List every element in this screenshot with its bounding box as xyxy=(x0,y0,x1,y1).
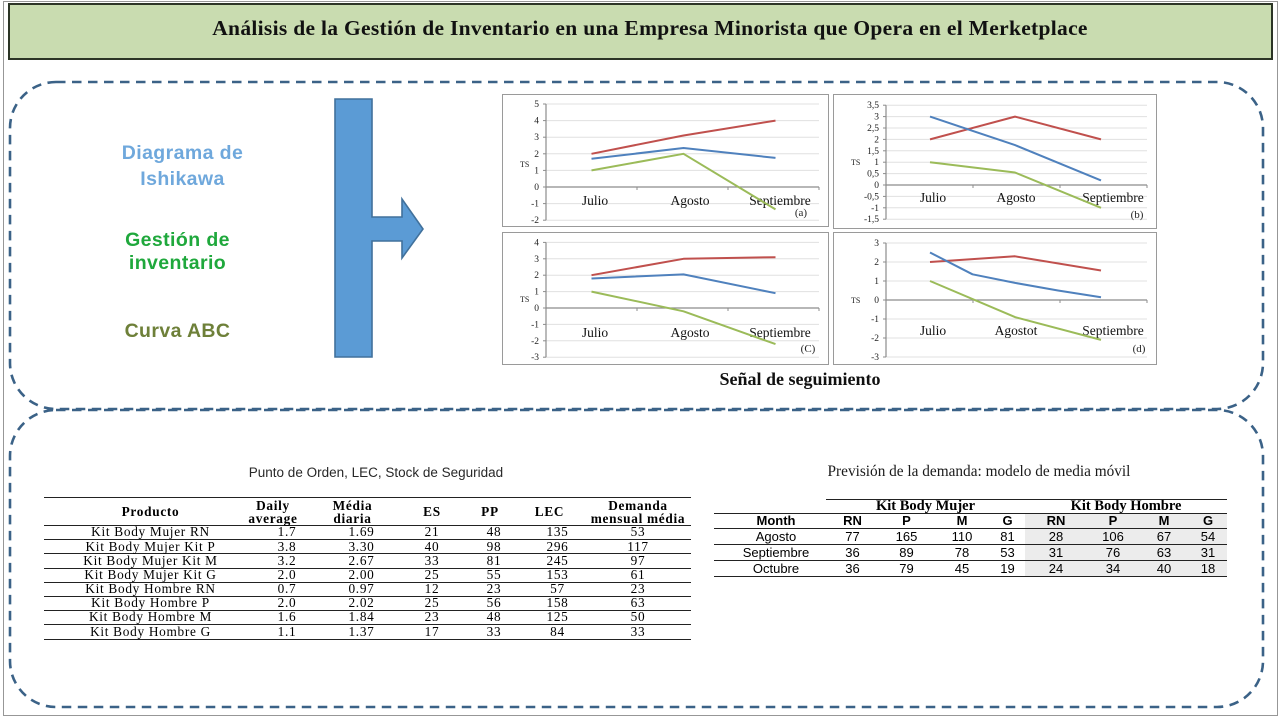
svg-text:2: 2 xyxy=(534,271,539,281)
svg-text:-0,5: -0,5 xyxy=(864,192,879,202)
svg-text:Septiembre: Septiembre xyxy=(749,193,810,208)
svg-text:0,5: 0,5 xyxy=(867,170,879,180)
svg-text:1,5: 1,5 xyxy=(867,147,879,157)
svg-text:5: 5 xyxy=(534,100,539,110)
svg-text:-1: -1 xyxy=(871,204,879,214)
svg-text:0: 0 xyxy=(534,304,539,314)
svg-text:3: 3 xyxy=(874,113,879,123)
svg-text:1: 1 xyxy=(534,288,539,298)
svg-text:4: 4 xyxy=(534,117,539,127)
svg-text:Agosto: Agosto xyxy=(996,190,1035,205)
svg-text:Agostot: Agostot xyxy=(995,323,1038,338)
svg-text:TS: TS xyxy=(520,160,529,169)
svg-text:Julio: Julio xyxy=(920,323,947,338)
svg-text:1: 1 xyxy=(534,166,539,176)
svg-text:TS: TS xyxy=(520,295,529,304)
svg-text:-2: -2 xyxy=(871,334,879,344)
svg-text:0: 0 xyxy=(874,181,879,191)
svg-text:-1: -1 xyxy=(531,320,539,330)
svg-text:2: 2 xyxy=(874,258,879,268)
svg-text:-2: -2 xyxy=(531,337,539,347)
svg-text:(d): (d) xyxy=(1133,343,1146,355)
svg-text:0: 0 xyxy=(874,296,879,306)
svg-text:3: 3 xyxy=(534,255,539,265)
svg-text:(a): (a) xyxy=(795,207,808,219)
svg-text:3: 3 xyxy=(534,133,539,143)
svg-text:-3: -3 xyxy=(531,353,539,363)
svg-text:Julio: Julio xyxy=(582,193,609,208)
svg-text:TS: TS xyxy=(851,158,860,167)
svg-text:-2: -2 xyxy=(531,216,539,226)
svg-text:Agosto: Agosto xyxy=(670,325,709,340)
svg-text:1: 1 xyxy=(874,277,879,287)
svg-text:Julio: Julio xyxy=(582,325,609,340)
svg-text:-1,5: -1,5 xyxy=(864,215,879,225)
svg-text:Agosto: Agosto xyxy=(670,193,709,208)
svg-text:Septiembre: Septiembre xyxy=(1082,190,1143,205)
svg-text:-3: -3 xyxy=(871,353,879,363)
svg-text:Julio: Julio xyxy=(920,190,947,205)
svg-text:1: 1 xyxy=(874,158,879,168)
svg-text:2,5: 2,5 xyxy=(867,124,879,134)
svg-text:(C): (C) xyxy=(801,343,816,355)
svg-text:0: 0 xyxy=(534,183,539,193)
svg-text:4: 4 xyxy=(534,238,539,248)
svg-text:3,5: 3,5 xyxy=(867,101,879,111)
svg-text:2: 2 xyxy=(534,150,539,160)
svg-text:TS: TS xyxy=(851,296,860,305)
svg-text:-1: -1 xyxy=(531,200,539,210)
svg-text:-1: -1 xyxy=(871,315,879,325)
svg-text:3: 3 xyxy=(874,239,879,249)
svg-text:(b): (b) xyxy=(1131,209,1144,221)
svg-text:Septiembre: Septiembre xyxy=(1082,323,1143,338)
svg-text:2: 2 xyxy=(874,135,879,145)
svg-text:Septiembre: Septiembre xyxy=(749,325,810,340)
